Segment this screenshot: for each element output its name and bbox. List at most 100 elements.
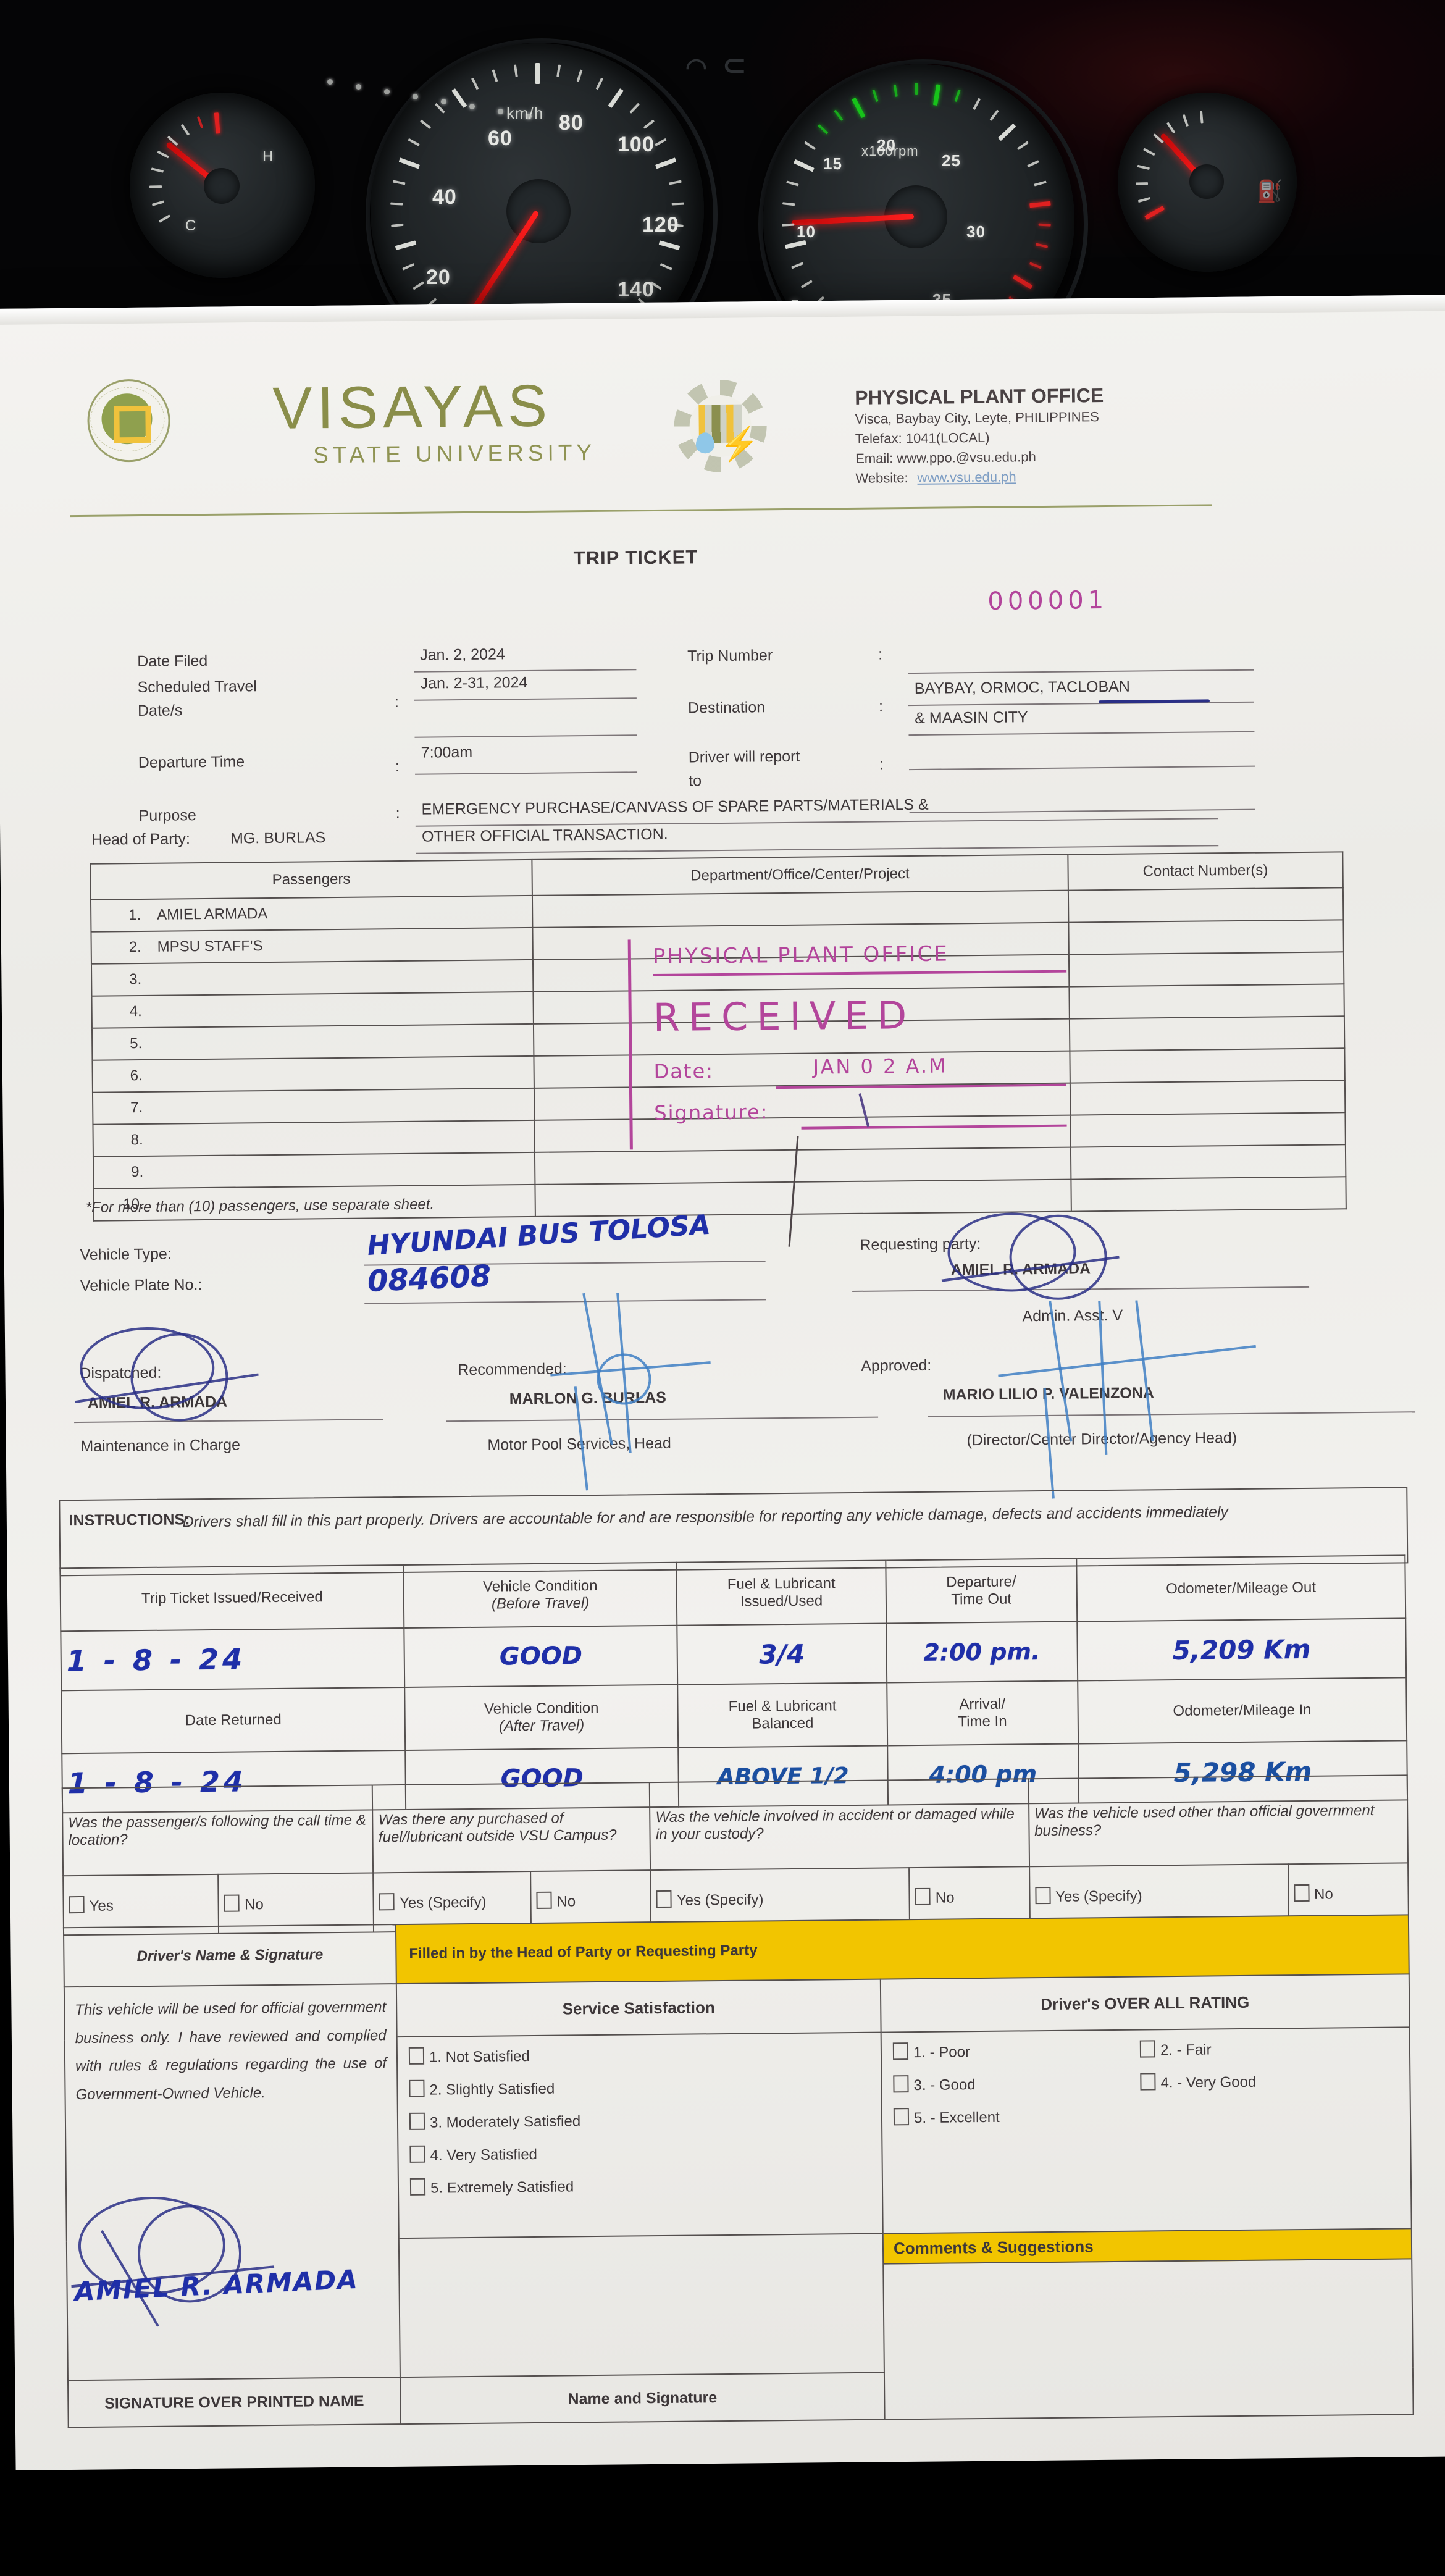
passenger-cell[interactable]: 3. (91, 959, 534, 996)
driver-report-rule[interactable] (908, 765, 1255, 771)
purpose-value-2[interactable]: OTHER OFFICIAL TRANSACTION. (421, 825, 668, 845)
passengers-col-header: Passengers (90, 859, 532, 900)
telltale-dot (469, 104, 475, 109)
contact-cell[interactable] (1069, 984, 1344, 1019)
dr-checkbox-5[interactable] (893, 2108, 910, 2126)
office-website-link[interactable]: www.vsu.edu.ph (917, 469, 1016, 485)
vehicle-plate-rule (364, 1299, 766, 1304)
ss-option-4[interactable]: 4. Very Satisfied (409, 2141, 870, 2165)
passenger-cell[interactable]: 9. (93, 1152, 535, 1189)
departure-timeout-value[interactable]: 2:00 pm. (886, 1621, 1078, 1683)
dr-option-1[interactable]: 1. - Poor (892, 2041, 1140, 2062)
q2-no-checkbox[interactable] (536, 1891, 552, 1909)
ss-checkbox-1[interactable] (408, 2047, 425, 2065)
stamp-date-value: JAN 0 2 A.M (813, 1054, 948, 1079)
fuel-issued-value[interactable]: 3/4 (677, 1623, 887, 1685)
stamp-signature-label: Signature: (654, 1100, 769, 1125)
purpose-colon: : (395, 804, 400, 823)
ss-checkbox-4[interactable] (409, 2145, 425, 2163)
destination-colon: : (878, 697, 884, 715)
q3-yes-checkbox[interactable] (656, 1890, 672, 1908)
dr-option-3[interactable]: 3. - Good (893, 2073, 1140, 2095)
ss-option-5[interactable]: 5. Extremely Satisfied (409, 2174, 871, 2197)
ss-checkbox-2[interactable] (409, 2079, 425, 2097)
vehicle-condition-before-value[interactable]: GOOD (404, 1625, 678, 1687)
department-cell[interactable] (534, 1051, 1070, 1088)
passenger-cell[interactable]: 6. (92, 1055, 534, 1093)
ss-label-3: 3. Moderately Satisfied (429, 2113, 581, 2131)
contact-cell[interactable] (1070, 1048, 1345, 1083)
vehicle-plate-value[interactable]: 084608 (366, 1259, 492, 1299)
department-cell[interactable] (534, 1115, 1071, 1152)
department-cell[interactable] (535, 1179, 1071, 1217)
vsu-wordmark-sub: STATE UNIVERSITY (312, 439, 597, 468)
head-of-party-value[interactable]: MG. BURLAS (230, 829, 326, 847)
trip-number-colon: : (878, 645, 883, 663)
contact-cell[interactable] (1068, 920, 1344, 955)
q4-yes-checkbox[interactable] (1035, 1886, 1051, 1904)
scheduled-travel-value[interactable]: Jan. 2-31, 2024 (420, 673, 528, 692)
trip-number-rule[interactable] (908, 669, 1254, 674)
dr-checkbox-2[interactable] (1139, 2040, 1156, 2058)
contact-cell[interactable] (1069, 1016, 1345, 1051)
q3-no-label: No (935, 1889, 955, 1907)
telltale-dot (413, 94, 418, 99)
ss-checkbox-5[interactable] (409, 2178, 426, 2196)
ss-option-1[interactable]: 1. Not Satisfied (408, 2043, 869, 2066)
passenger-cell[interactable]: 5. (91, 1023, 534, 1060)
destination-value-2[interactable]: & MAASIN CITY (915, 708, 1028, 727)
q1-yes-checkbox[interactable] (69, 1895, 85, 1913)
gauge-number: 15 (823, 154, 842, 173)
q4-no-checkbox[interactable] (1293, 1884, 1310, 1902)
vehicle-plate-label: Vehicle Plate No.: (80, 1276, 203, 1294)
comments-input-area[interactable] (884, 2259, 1412, 2419)
gauge-number: 100 (618, 133, 655, 156)
ss-option-2[interactable]: 2. Slightly Satisfied (409, 2076, 869, 2099)
fuel-bal-line2: Balanced (752, 1714, 814, 1732)
contact-cell[interactable] (1068, 887, 1344, 923)
comments-cell[interactable]: Comments & Suggestions (882, 2228, 1414, 2420)
passenger-cell[interactable]: 2. MPSU STAFF'S (91, 927, 533, 964)
date-filed-value[interactable]: Jan. 2, 2024 (420, 645, 505, 664)
passenger-cell[interactable]: 7. (92, 1088, 535, 1125)
passenger-cell[interactable]: 1. AMIEL ARMADA (90, 895, 533, 932)
q3-no-checkbox[interactable] (915, 1887, 931, 1905)
contact-cell[interactable] (1070, 1144, 1346, 1180)
odometer-out-value[interactable]: 5,209 Km (1076, 1618, 1407, 1681)
destination-value-1[interactable]: BAYBAY, ORMOC, TACLOBAN (914, 678, 1131, 697)
dr-checkbox-3[interactable] (893, 2075, 909, 2093)
destination-label: Destination (687, 699, 766, 717)
ss-checkbox-3[interactable] (409, 2112, 425, 2130)
q2-yes-checkbox[interactable] (379, 1892, 395, 1910)
passenger-cell[interactable]: 8. (93, 1120, 535, 1157)
purpose-label: Purpose (138, 807, 196, 825)
questions-table: Was the passenger/s following the call t… (62, 1774, 1409, 1936)
department-cell[interactable] (534, 1147, 1071, 1185)
ss-option-3[interactable]: 3. Moderately Satisfied (409, 2108, 870, 2132)
dr-checkbox-4[interactable] (1140, 2073, 1156, 2091)
temp-cold-label: C (185, 217, 197, 234)
purpose-value-1[interactable]: EMERGENCY PURCHASE/CANVASS OF SPARE PART… (421, 795, 929, 818)
passenger-cell[interactable]: 4. (91, 991, 534, 1028)
contact-cell[interactable] (1068, 952, 1344, 987)
scheduled-travel-colon: : (394, 693, 400, 711)
gauge-number: 25 (942, 151, 961, 170)
contact-cell[interactable] (1070, 1080, 1346, 1115)
department-cell[interactable] (532, 890, 1069, 928)
odometer-in-header: Odometer/Mileage In (1077, 1677, 1407, 1744)
departure-time-value[interactable]: 7:00am (421, 743, 473, 761)
q1-no-checkbox[interactable] (224, 1894, 240, 1912)
temp-hot-label: H (262, 148, 274, 165)
requesting-party-signature-2 (1008, 1214, 1108, 1301)
dr-option-5[interactable]: 5. - Excellent (893, 2106, 1141, 2128)
dr-option-4[interactable]: 4. - Very Good (1140, 2071, 1375, 2092)
contact-cell[interactable] (1070, 1112, 1346, 1147)
contact-cell[interactable] (1071, 1177, 1346, 1212)
head-of-party-signature-cell[interactable] (398, 2233, 884, 2378)
dr-checkbox-1[interactable] (892, 2042, 909, 2060)
dr-option-2[interactable]: 2. - Fair (1139, 2038, 1375, 2060)
q4-no-label: No (1313, 1886, 1333, 1903)
trip-ticket-issued-value[interactable]: 1 - 8 - 24 (61, 1627, 405, 1691)
timeout-line2: Time Out (951, 1590, 1012, 1608)
